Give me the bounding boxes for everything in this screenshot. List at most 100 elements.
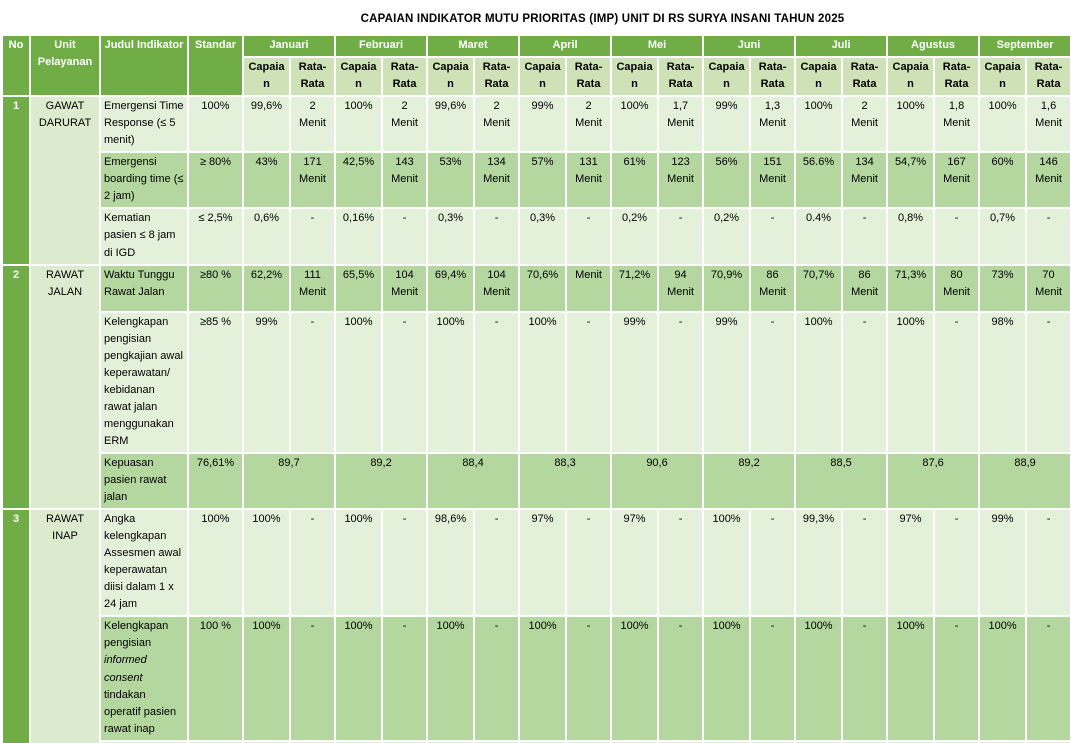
col-header-judul-indikator: Judul Indikator bbox=[99, 33, 189, 98]
col-header-standar: Standar bbox=[187, 33, 244, 98]
capaian-cell: 100% bbox=[334, 508, 384, 618]
capaian-cell: 62,2% bbox=[242, 263, 291, 313]
capaian-cell: 57% bbox=[518, 151, 568, 210]
standar-cell: 100 % bbox=[187, 615, 244, 742]
rata-rata-cell: 1,6 Menit bbox=[1025, 95, 1071, 154]
table-row: Kelengkapan pengisian pengkajian awal ke… bbox=[2, 310, 1071, 454]
rata-rata-cell: 131 Menit bbox=[565, 151, 613, 210]
rata-rata-cell: - bbox=[381, 508, 429, 618]
table-row: Emergensi boarding time (≤ 2 jam) ≥ 80% 43… bbox=[2, 151, 1071, 210]
rata-rata-cell: - bbox=[657, 207, 705, 266]
merged-value-cell: 89,2 bbox=[334, 451, 429, 511]
rata-rata-cell: - bbox=[381, 310, 429, 454]
rata-rata-cell: - bbox=[381, 615, 429, 742]
subheader-rata-rata: Rata- Rata bbox=[565, 56, 613, 98]
capaian-cell: 0,7% bbox=[978, 207, 1028, 266]
capaian-cell: 99% bbox=[610, 310, 660, 454]
capaian-cell: 99,6% bbox=[426, 95, 476, 154]
capaian-cell: 99% bbox=[978, 508, 1028, 618]
standar-cell: ≥80 % bbox=[187, 263, 244, 313]
rata-rata-cell: - bbox=[841, 739, 889, 743]
capaian-cell: 100% bbox=[886, 615, 936, 742]
rata-rata-cell: 80 Menit bbox=[933, 263, 981, 313]
rata-rata-cell: - bbox=[565, 739, 613, 743]
rata-rata-cell: 111 Menit bbox=[288, 263, 337, 313]
capaian-cell: 0% bbox=[702, 739, 752, 743]
capaian-cell: 100% bbox=[794, 310, 844, 454]
subheader-capaian: Capaian bbox=[794, 56, 844, 98]
capaian-cell: 100% bbox=[886, 310, 936, 454]
rata-rata-cell: 104 Menit bbox=[381, 263, 429, 313]
table-row: Kematian pasien ≤ 8 jam di IGD ≤ 2,5% 0,6%… bbox=[2, 207, 1071, 266]
rata-rata-cell: - bbox=[657, 615, 705, 742]
rata-rata-cell: - bbox=[381, 739, 429, 743]
standar-cell: ≥ 80% bbox=[187, 151, 244, 210]
rata-rata-cell: - bbox=[473, 508, 521, 618]
rata-rata-cell: - bbox=[1025, 508, 1071, 618]
merged-value-cell: 89,7 bbox=[241, 451, 337, 511]
rata-rata-cell: - bbox=[565, 207, 613, 266]
month-header-april: April bbox=[518, 33, 613, 59]
rata-rata-cell: - bbox=[841, 508, 889, 618]
capaian-cell: 0,3% bbox=[426, 207, 476, 266]
capaian-cell: 69,4% bbox=[426, 263, 476, 313]
month-header-maret: Maret bbox=[426, 33, 521, 59]
table-row: Kelengkapan pengisian informed consent t… bbox=[2, 615, 1071, 742]
capaian-cell: 54,7% bbox=[886, 151, 936, 210]
merged-value-cell: 89,2 bbox=[702, 451, 797, 511]
indicator-title-cell: Emergensi boarding time (≤ 2 jam) bbox=[99, 151, 189, 210]
capaian-cell: 0,2% bbox=[702, 207, 752, 266]
capaian-cell: 43% bbox=[242, 151, 291, 210]
table-row: 2 RAWAT JALAN Waktu Tunggu Rawat Jalan ≥80 … bbox=[1, 263, 1071, 511]
capaian-cell: 100% bbox=[886, 95, 936, 154]
standar-cell: 100% bbox=[187, 95, 244, 154]
capaian-cell: 0,6% bbox=[242, 207, 291, 266]
capaian-cell: 0% bbox=[334, 739, 384, 743]
capaian-cell: 0.4% bbox=[794, 207, 844, 266]
capaian-cell: 100% bbox=[334, 95, 384, 154]
imp-table: No Unit Pelayanan Judul Indikator Standar Ja… bbox=[1, 33, 1071, 743]
capaian-cell: 100% bbox=[242, 615, 291, 742]
subheader-rata-rata: Rata- Rata bbox=[933, 56, 981, 98]
capaian-cell: 53% bbox=[426, 151, 476, 210]
rata-rata-cell: - bbox=[473, 739, 521, 743]
capaian-cell: 100% bbox=[610, 95, 660, 154]
unit-pelayanan-cell: GAWAT DARURAT bbox=[29, 95, 101, 266]
rata-rata-cell: - bbox=[657, 508, 705, 618]
capaian-cell: 100% bbox=[426, 615, 476, 742]
rata-rata-cell: 151 Menit bbox=[749, 151, 797, 210]
standar-cell: ≤ 2,5% bbox=[187, 207, 244, 266]
rata-rata-cell: - bbox=[288, 310, 337, 454]
capaian-cell: 56.6% bbox=[794, 151, 844, 210]
page-title: CAPAIAN INDIKATOR MUTU PRIORITAS (IMP) U… bbox=[360, 13, 845, 25]
indicator-title-cell: Waktu Tunggu Rawat Jalan bbox=[99, 263, 189, 313]
rata-rata-cell: - bbox=[749, 739, 797, 743]
capaian-cell: 100% bbox=[518, 615, 568, 742]
rata-rata-cell: 1,7 Menit bbox=[657, 95, 705, 154]
rata-rata-cell: 134 Menit bbox=[841, 151, 889, 210]
indicator-title-cell: Kelengkapan pengisian informed consent t… bbox=[99, 615, 189, 742]
standar-cell: ≤0,01% bbox=[187, 739, 244, 743]
table-row: Kepuasan pasien rawat jalan 76,61% 89,7 89,… bbox=[2, 451, 1071, 511]
capaian-cell: 71,2% bbox=[610, 263, 660, 313]
capaian-cell: 60% bbox=[978, 151, 1028, 210]
rata-rata-cell: 123 Menit bbox=[657, 151, 705, 210]
merged-value-cell: 87,6 bbox=[886, 451, 981, 511]
capaian-cell: 70,7% bbox=[794, 263, 844, 313]
capaian-cell: 99% bbox=[518, 95, 568, 154]
rata-rata-cell: - bbox=[749, 207, 797, 266]
standar-cell: ≥85 % bbox=[187, 310, 244, 454]
indicator-title-cell: Kepuasan pasien rawat jalan bbox=[99, 451, 189, 511]
capaian-cell: 99,6% bbox=[242, 95, 291, 154]
capaian-cell: 0% bbox=[518, 739, 568, 743]
rata-rata-cell: 70 Menit bbox=[1025, 263, 1071, 313]
subheader-capaian: Capaian bbox=[518, 56, 568, 98]
unit-pelayanan-cell: RAWAT JALAN bbox=[29, 263, 101, 511]
capaian-cell: 70,6% bbox=[518, 263, 568, 313]
month-header-mei: Mei bbox=[610, 33, 705, 59]
capaian-cell: 0% bbox=[242, 739, 291, 743]
capaian-cell: 100% bbox=[702, 508, 752, 618]
subheader-rata-rata: Rata- Rata bbox=[381, 56, 429, 98]
capaian-cell: 100% bbox=[978, 615, 1028, 742]
